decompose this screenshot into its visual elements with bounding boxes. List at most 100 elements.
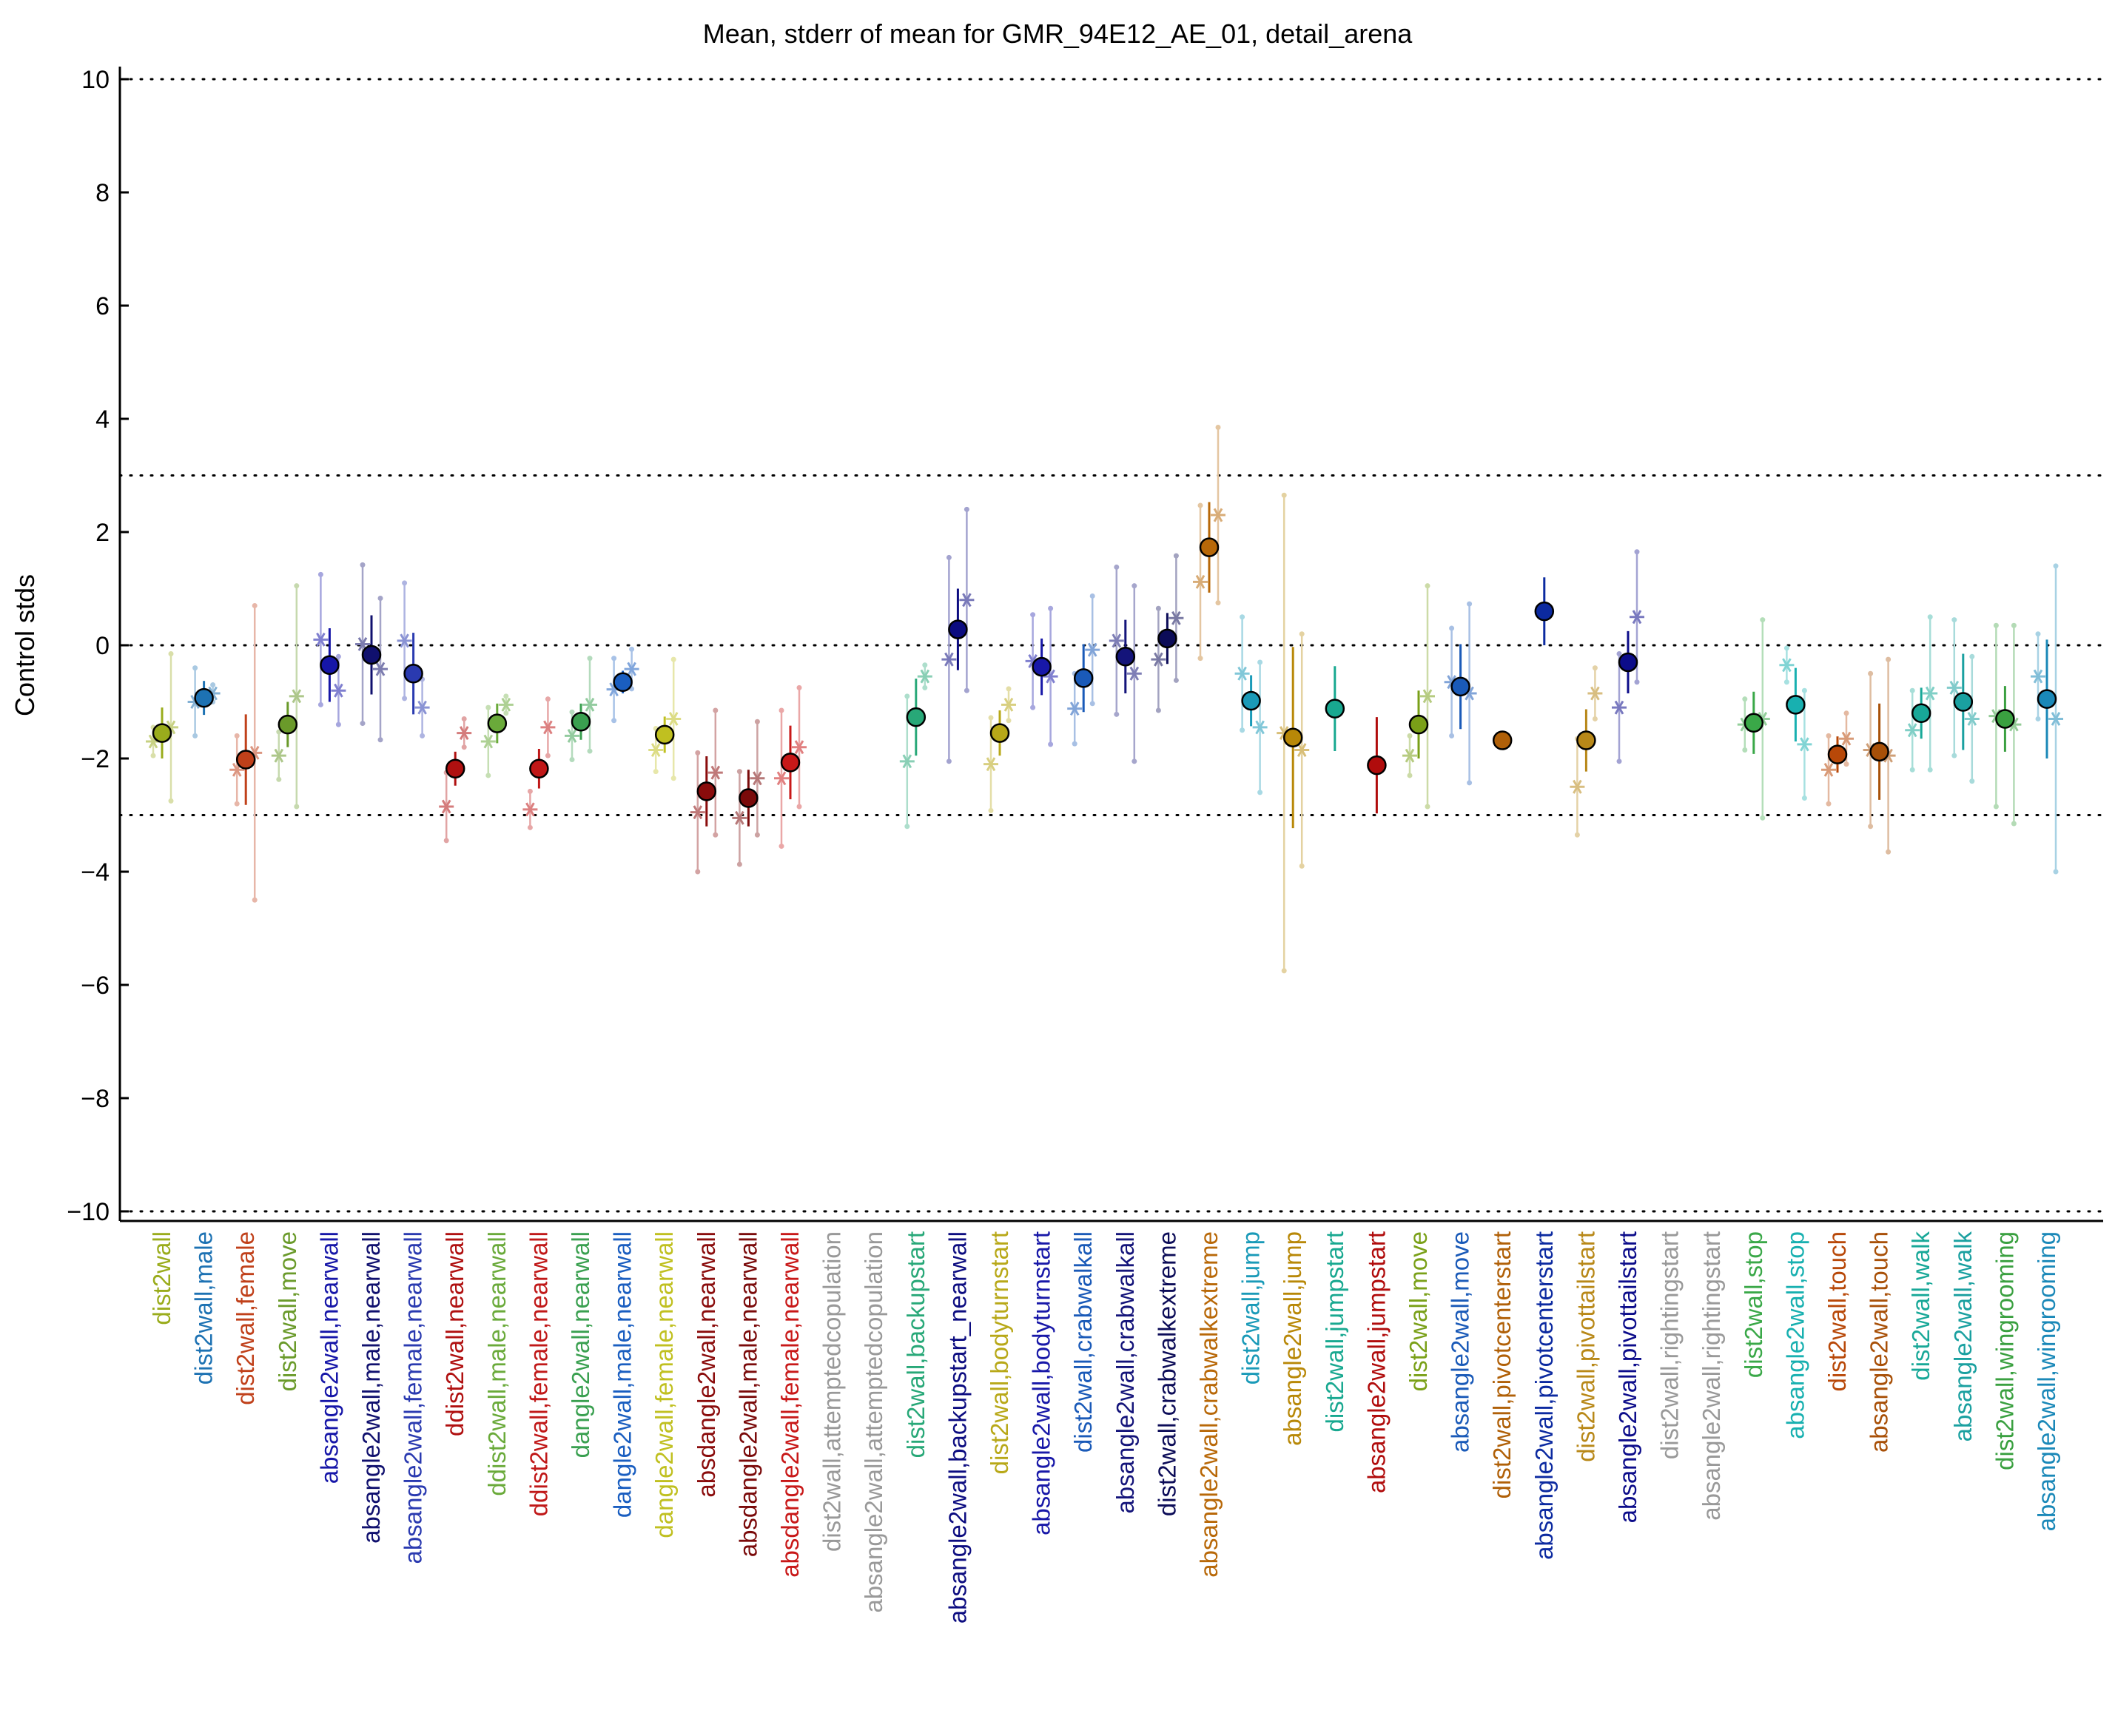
group-errorbar-end bbox=[1173, 553, 1179, 559]
group-errorbar-end bbox=[234, 801, 240, 807]
group-mean-star bbox=[457, 726, 472, 741]
group-errorbar-end bbox=[317, 702, 323, 707]
group-errorbar-end bbox=[2035, 631, 2041, 637]
y-tick-label: 2 bbox=[95, 519, 110, 547]
y-tick-label: −4 bbox=[81, 858, 110, 886]
group-errorbar-end bbox=[1592, 665, 1598, 671]
mean-marker bbox=[487, 713, 508, 733]
group-errorbar-end bbox=[1089, 701, 1095, 707]
mean-marker bbox=[235, 750, 256, 770]
mean-marker bbox=[1199, 537, 1220, 557]
group-errorbar-end bbox=[168, 798, 174, 804]
group-errorbar-end bbox=[1197, 656, 1203, 662]
group-errorbar-end bbox=[1155, 605, 1161, 611]
group-errorbar-end bbox=[1072, 741, 1077, 747]
group-errorbar-end bbox=[670, 656, 676, 662]
group-errorbar-end bbox=[1006, 686, 1012, 692]
x-category-label: absangle2wall,nearwall bbox=[315, 1231, 343, 1484]
group-mean-star bbox=[1294, 743, 1310, 757]
group-errorbar-end bbox=[360, 721, 366, 727]
group-errorbar-end bbox=[192, 665, 198, 671]
mean-marker bbox=[1450, 676, 1470, 697]
group-errorbar-end bbox=[1114, 711, 1120, 717]
group-errorbar-end bbox=[946, 758, 952, 764]
x-category-label: absangle2wall,pivotcenterstart bbox=[1530, 1231, 1558, 1560]
group-mean-star bbox=[414, 700, 430, 715]
group-errorbar-end bbox=[1281, 968, 1287, 974]
y-tick-label: 6 bbox=[95, 292, 110, 320]
group-mean-star bbox=[2031, 669, 2045, 684]
group-errorbar-end bbox=[2035, 716, 2041, 721]
x-category-label: dist2wall,wingrooming bbox=[1991, 1231, 2018, 1470]
group-errorbar-end bbox=[670, 776, 676, 781]
y-tick-label: −10 bbox=[67, 1198, 110, 1226]
x-category-label: dist2wall,move bbox=[274, 1231, 301, 1391]
x-category-label: dist2wall,crabwalkextreme bbox=[1153, 1231, 1180, 1516]
group-errorbar-end bbox=[695, 750, 701, 756]
group-errorbar-end bbox=[1927, 767, 1933, 773]
x-category-label: absangle2wall,jump bbox=[1279, 1231, 1306, 1446]
x-category-label: absangle2wall,jumpstart bbox=[1362, 1231, 1390, 1493]
group-errorbar-end bbox=[1826, 801, 1832, 807]
mean-marker bbox=[152, 723, 172, 743]
group-errorbar-end bbox=[402, 580, 408, 586]
group-errorbar-end bbox=[1886, 849, 1892, 855]
group-mean-star bbox=[666, 712, 682, 726]
group-mean-star bbox=[1797, 737, 1812, 752]
x-category-label: dist2wall,touch bbox=[1823, 1231, 1851, 1391]
x-category-label: ddist2wall,male,nearwall bbox=[483, 1231, 511, 1496]
group-mean-star bbox=[331, 683, 346, 698]
group-errorbar-end bbox=[1826, 733, 1832, 739]
group-errorbar-end bbox=[587, 656, 593, 662]
group-mean-star bbox=[774, 771, 789, 786]
group-mean-star bbox=[1612, 700, 1627, 715]
group-mean-star bbox=[983, 757, 998, 772]
group-errorbar-end bbox=[754, 832, 760, 838]
group-errorbar-end bbox=[713, 707, 719, 713]
group-errorbar-end bbox=[988, 807, 994, 813]
group-errorbar-end bbox=[485, 704, 491, 710]
mean-marker bbox=[1408, 714, 1429, 735]
x-category-label: absangle2wall,crabwalkall bbox=[1112, 1231, 1139, 1514]
group-mean-star bbox=[540, 720, 556, 735]
group-errorbar-end bbox=[946, 554, 952, 560]
x-category-label: dist2wall,walk bbox=[1907, 1231, 1934, 1381]
group-mean-star bbox=[1085, 642, 1100, 657]
group-mean-star bbox=[1169, 610, 1184, 625]
group-mean-star bbox=[1964, 712, 1980, 726]
group-errorbar-end bbox=[443, 838, 449, 844]
group-errorbar-end bbox=[150, 753, 156, 758]
group-mean-star bbox=[2048, 712, 2063, 726]
group-mean-star bbox=[480, 734, 496, 749]
group-mean-star bbox=[522, 802, 538, 817]
x-category-label: absdangle2wall,male,nearwall bbox=[734, 1231, 761, 1557]
group-errorbar-end bbox=[192, 733, 198, 739]
group-errorbar-end bbox=[1886, 656, 1892, 662]
axes bbox=[118, 67, 2103, 1222]
group-errorbar-end bbox=[1114, 564, 1120, 570]
x-category-label: absangle2wall,walk bbox=[1949, 1231, 1977, 1442]
y-tick-label: 4 bbox=[95, 406, 110, 434]
x-category-label: dist2wall,crabwalkall bbox=[1069, 1231, 1097, 1453]
group-errorbar-end bbox=[1951, 753, 1957, 758]
group-errorbar-end bbox=[1634, 679, 1640, 685]
group-mean-star bbox=[917, 669, 932, 684]
x-category-label: absdangle2wall,nearwall bbox=[693, 1231, 720, 1498]
group-errorbar-end bbox=[1909, 687, 1915, 693]
mean-marker bbox=[361, 645, 382, 665]
group-errorbar-end bbox=[1616, 650, 1622, 656]
chart-title: Mean, stderr of mean for GMR_94E12_AE_01… bbox=[703, 18, 1413, 49]
group-errorbar-end bbox=[2011, 622, 2017, 628]
group-mean-star bbox=[1193, 574, 1208, 589]
group-errorbar-end bbox=[2053, 869, 2059, 875]
mean-marker bbox=[739, 788, 759, 808]
x-category-label: absangle2wall,attemptedcopulation bbox=[860, 1231, 887, 1613]
group-errorbar-end bbox=[611, 718, 617, 724]
mean-marker bbox=[1534, 601, 1555, 622]
group-mean-star bbox=[1252, 720, 1268, 735]
group-mean-star bbox=[397, 633, 412, 648]
group-errorbar-end bbox=[377, 596, 383, 602]
mean-marker bbox=[320, 655, 340, 676]
mean-marker bbox=[571, 712, 591, 732]
